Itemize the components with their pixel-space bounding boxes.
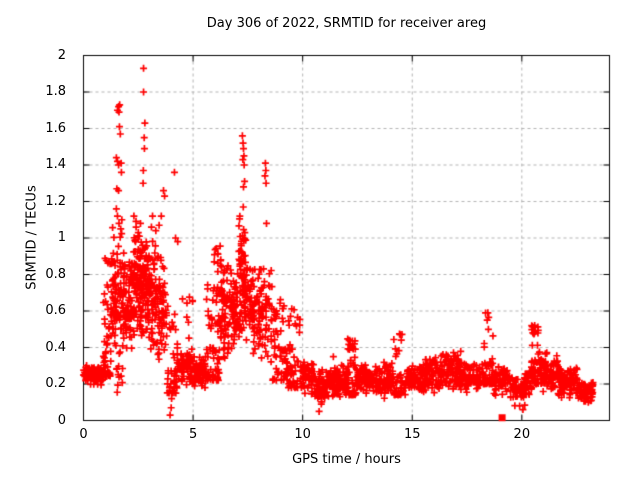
- y-tick-label: 1.4: [45, 157, 66, 172]
- y-tick-label: 0.8: [45, 266, 66, 282]
- x-tick-label: 0: [79, 427, 88, 442]
- y-tick-label: 1: [57, 230, 66, 245]
- x-axis-label: GPS time / hours: [292, 452, 401, 467]
- x-tick-label: 10: [294, 427, 311, 442]
- chart-title: Day 306 of 2022, SRMTID for receiver are…: [206, 16, 487, 31]
- y-tick-label: 1.6: [45, 120, 66, 136]
- x-tick-label: 15: [403, 427, 421, 442]
- y-tick-label: 0.6: [45, 303, 66, 318]
- y-tick-label: 0.2: [45, 376, 66, 391]
- y-tick-label: 1.2: [45, 193, 66, 209]
- y-tick-label: 0.4: [45, 339, 66, 355]
- x-tick-label: 20: [513, 427, 531, 442]
- y-tick-label: 1.8: [45, 84, 66, 99]
- x-tick-label: 5: [188, 427, 198, 442]
- y-tick-label: 0: [57, 412, 66, 428]
- y-tick-label: 2: [57, 47, 66, 63]
